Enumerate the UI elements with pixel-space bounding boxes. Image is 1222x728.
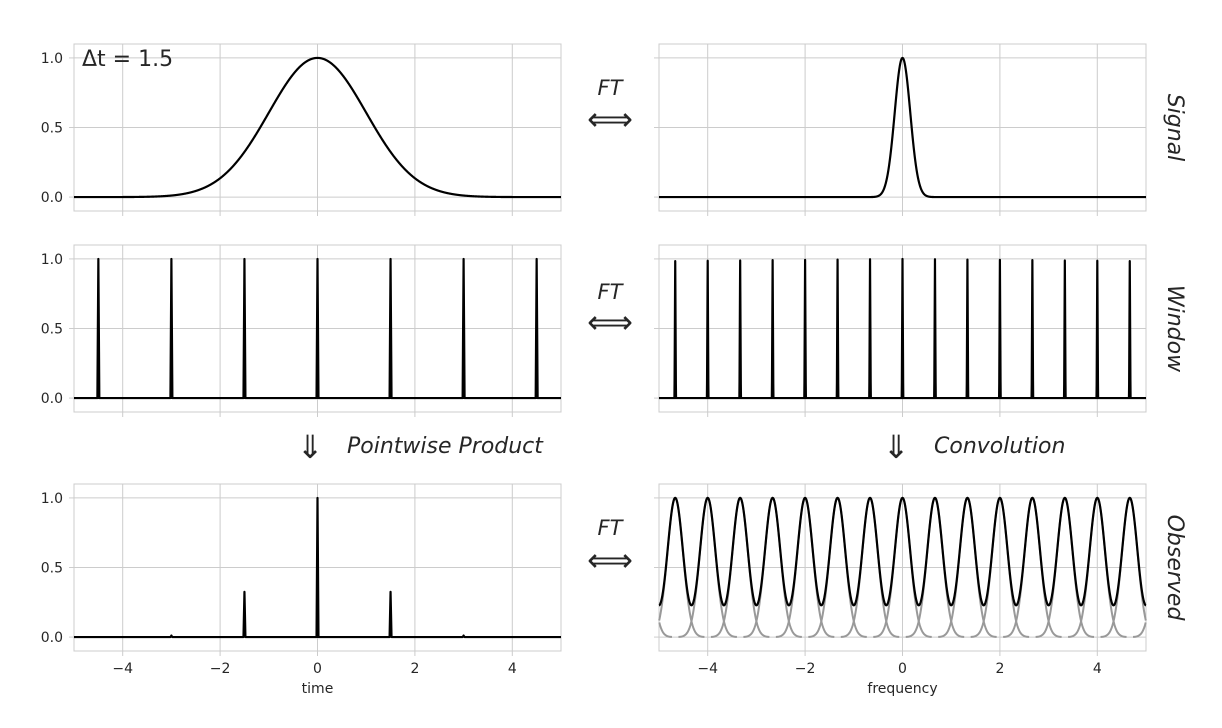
x-tick-label: −4 bbox=[112, 661, 133, 677]
row-label-window: Window bbox=[1162, 285, 1187, 373]
y-tick-label: 0.5 bbox=[41, 561, 63, 577]
convolution-label: Convolution bbox=[934, 434, 1065, 459]
x-axis-label: frequency bbox=[867, 681, 937, 697]
ft-label-row3: FT bbox=[598, 516, 625, 540]
row-label-observed: Observed bbox=[1162, 515, 1187, 622]
pointwise-product-label: Pointwise Product bbox=[347, 434, 544, 459]
y-tick-label: 1.0 bbox=[41, 51, 63, 67]
x-tick-label: 2 bbox=[995, 661, 1004, 677]
x-tick-label: −4 bbox=[697, 661, 718, 677]
ft-arrow-row1: FT ⟺ bbox=[587, 76, 633, 138]
x-axis-label: time bbox=[302, 681, 334, 697]
ft-label-row1: FT bbox=[598, 76, 625, 100]
series-line bbox=[73, 56, 562, 199]
ft-double-arrow-row1: ⟺ bbox=[587, 100, 633, 138]
y-tick-label: 0.0 bbox=[41, 190, 63, 206]
x-tick-label: 4 bbox=[1093, 661, 1102, 677]
panel-observed-freq: −4 −2 0 2 4 frequency Observed bbox=[654, 483, 1187, 697]
component-curve bbox=[658, 622, 673, 638]
ft-double-arrow-row2: ⟺ bbox=[587, 303, 633, 341]
ft-label-row2: FT bbox=[598, 280, 625, 304]
series-line bbox=[658, 56, 1147, 199]
x-tick-label: 0 bbox=[898, 661, 907, 677]
series-line bbox=[73, 257, 562, 400]
component-curve bbox=[1132, 622, 1147, 638]
panels: 0.0 0.5 1.0 Signal 0.0 0.5 1.0 Window −4 −2 0 2 4 0.0… bbox=[41, 43, 1187, 697]
y-tick-label: 0.5 bbox=[41, 322, 63, 338]
row-label-signal: Signal bbox=[1162, 94, 1187, 162]
x-tick-label: 0 bbox=[313, 661, 322, 677]
ft-double-arrow-row3: ⟺ bbox=[587, 541, 633, 579]
y-tick-label: 1.0 bbox=[41, 252, 63, 268]
panel-signal-time: 0.0 0.5 1.0 bbox=[41, 43, 562, 216]
x-tick-label: −2 bbox=[795, 661, 816, 677]
y-tick-label: 1.0 bbox=[41, 491, 63, 507]
panel-signal-freq: Signal bbox=[654, 43, 1187, 216]
y-tick-label: 0.5 bbox=[41, 121, 63, 137]
x-tick-label: −2 bbox=[210, 661, 231, 677]
series-line bbox=[73, 496, 562, 639]
ft-arrow-row3: FT ⟺ bbox=[587, 516, 633, 579]
dt-annotation: Δt = 1.5 bbox=[82, 47, 173, 72]
panel-observed-time: −4 −2 0 2 4 0.0 0.5 1.0 time bbox=[41, 483, 562, 697]
series-line bbox=[658, 496, 1147, 607]
x-tick-label: 4 bbox=[508, 661, 517, 677]
panel-window-freq: Window bbox=[654, 244, 1187, 417]
y-tick-label: 0.0 bbox=[41, 630, 63, 646]
down-arrow-freq: ⇓ bbox=[883, 428, 910, 466]
x-tick-label: 2 bbox=[410, 661, 419, 677]
y-tick-label: 0.0 bbox=[41, 391, 63, 407]
panel-window-time: 0.0 0.5 1.0 bbox=[41, 244, 562, 417]
down-arrow-time: ⇓ bbox=[297, 428, 324, 466]
series-line bbox=[658, 257, 1147, 400]
ft-arrow-row2: FT ⟺ bbox=[587, 280, 633, 341]
